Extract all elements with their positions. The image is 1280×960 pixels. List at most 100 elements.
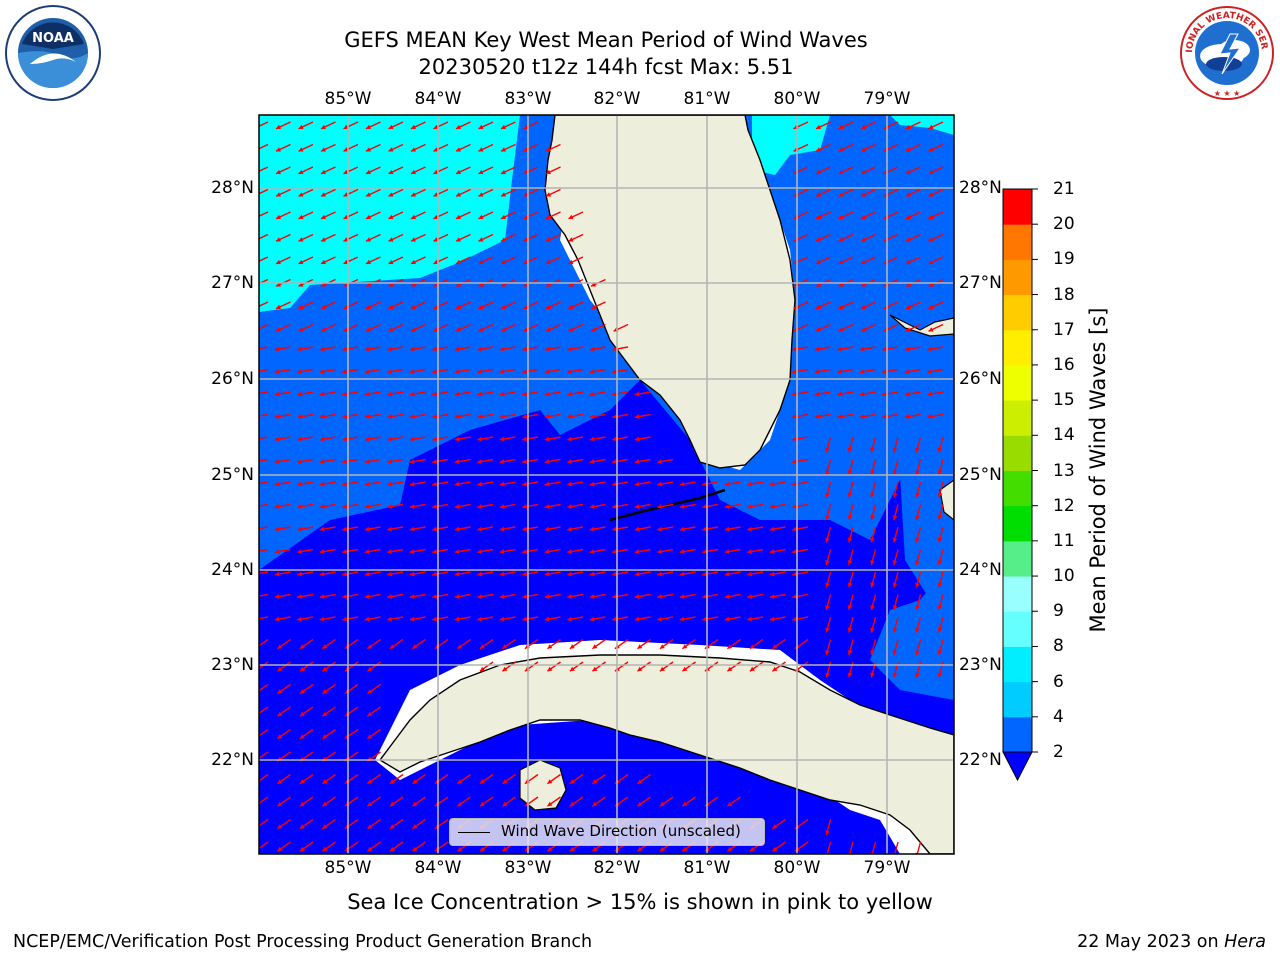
colorbar-under-arrow xyxy=(1002,751,1033,782)
wave-arrow-head xyxy=(365,214,371,220)
wave-arrow-head xyxy=(937,672,943,678)
wave-arrow-head xyxy=(825,537,830,543)
wave-arrow-head xyxy=(847,582,853,588)
wave-arrow-head xyxy=(410,327,416,332)
wave-arrow-head xyxy=(298,214,304,220)
wave-arrow-head xyxy=(792,436,797,442)
wave-arrow-head xyxy=(905,192,911,197)
lon-label-top: 79°W xyxy=(863,89,911,109)
wave-arrow-head xyxy=(342,346,347,352)
lat-label-right: 25°N xyxy=(959,465,1002,485)
wave-arrow-head xyxy=(389,846,395,852)
wave-arrow-head xyxy=(319,369,325,374)
map-frame xyxy=(258,114,955,855)
wave-arrow-head xyxy=(847,470,853,475)
wave-arrow-head xyxy=(499,481,505,487)
wave-arrow-head xyxy=(499,571,505,577)
wave-arrow-head xyxy=(479,644,485,649)
wave-arrow-head xyxy=(589,414,595,419)
wave-arrow-head xyxy=(387,549,392,554)
wave-arrow xyxy=(259,121,269,127)
wave-arrow-head xyxy=(253,215,258,219)
wave-arrow-head xyxy=(342,549,347,554)
wave-arrow-head xyxy=(478,304,484,310)
wave-arrow-head xyxy=(432,391,437,397)
wave-arrow-head xyxy=(915,650,920,655)
wave-arrow-head xyxy=(253,170,258,174)
wave-arrow-head xyxy=(792,459,797,464)
wave-arrow-head xyxy=(499,616,505,622)
wave-arrow-head xyxy=(637,801,643,807)
wave-arrow-head xyxy=(702,571,707,577)
wave-arrow-head xyxy=(860,282,866,287)
wave-arrow-head xyxy=(545,282,551,287)
wave-arrow-head xyxy=(297,369,302,374)
wave-arrow-head xyxy=(915,605,920,610)
footer-date-text: 22 May 2023 on xyxy=(1077,932,1225,952)
wave-arrow-head xyxy=(589,504,595,509)
wave-arrow-head xyxy=(634,594,640,599)
noaa-logo-text: NOAA xyxy=(32,31,74,46)
wave-arrow-head xyxy=(410,147,416,152)
wave-arrow-head xyxy=(500,304,506,310)
wave-arrow-head xyxy=(502,801,508,807)
wave-arrow-head xyxy=(432,459,437,464)
wave-arrow-head xyxy=(320,282,326,287)
wave-arrow-head xyxy=(367,734,373,739)
wave-arrow-head xyxy=(544,414,550,419)
wave-arrow-head xyxy=(455,192,461,197)
wave-arrow-head xyxy=(612,391,617,397)
wave-arrow-head xyxy=(252,392,257,397)
wave-arrow-head xyxy=(409,346,415,352)
wave-arrow-head xyxy=(455,327,461,332)
wave-arrow-head xyxy=(568,304,574,310)
wave-arrow-head xyxy=(747,594,752,599)
wave-arrow-head xyxy=(545,192,551,197)
wave-arrow xyxy=(259,841,269,850)
colorbar-tick-label: 4 xyxy=(1053,706,1064,727)
wave-arrow-head xyxy=(502,779,508,784)
wave-arrow-head xyxy=(409,504,415,509)
wave-arrow-head xyxy=(769,594,775,599)
colorbar-tick-label: 13 xyxy=(1053,460,1075,481)
wave-arrow-head xyxy=(679,549,685,554)
wave-arrow-head xyxy=(870,672,875,678)
wave-arrow-head xyxy=(454,504,460,509)
wave-arrow-head xyxy=(592,644,598,649)
wave-arrow-head xyxy=(275,327,281,332)
wave-arrow-head xyxy=(298,237,304,242)
footer-date: 22 May 2023 on Hera xyxy=(1077,932,1266,952)
wave-arrow-head xyxy=(322,801,328,807)
wave-arrow-head xyxy=(388,282,394,287)
wave-arrow-head xyxy=(275,237,281,242)
wave-arrow-head xyxy=(320,327,326,332)
wave-arrow-head xyxy=(769,571,775,577)
wave-arrow-head xyxy=(634,549,640,554)
wave-arrow-head xyxy=(502,846,508,852)
wave-arrow-head xyxy=(747,616,752,622)
wave-arrow-head xyxy=(387,526,392,532)
wave-arrow-head xyxy=(499,526,505,532)
wave-arrow-head xyxy=(297,481,302,487)
wave-arrow-head xyxy=(825,447,830,453)
wave-arrow-head xyxy=(837,346,842,352)
wave-arrow-head xyxy=(905,237,911,242)
wave-arrow-head xyxy=(412,846,418,852)
wave-arrow-head xyxy=(432,504,437,509)
wave-arrow-head xyxy=(545,304,551,310)
ocean-field-cyan-ne2 xyxy=(890,115,954,135)
wave-arrow-head xyxy=(892,560,898,565)
wave-arrow-head xyxy=(367,846,373,852)
wave-arrow-head xyxy=(454,391,460,397)
wave-arrow-head xyxy=(297,504,302,509)
wave-arrow-head xyxy=(792,571,797,577)
wave-arrow-head xyxy=(937,560,943,565)
wave-arrow-head xyxy=(387,369,392,374)
wave-arrow-head xyxy=(454,369,460,374)
colorbar-tick-label: 21 xyxy=(1053,179,1075,199)
colorbar-tick-label: 20 xyxy=(1053,214,1075,235)
wave-arrow-head xyxy=(859,414,865,419)
wave-arrow-head xyxy=(277,734,283,739)
wave-arrow-head xyxy=(892,672,898,678)
wave-arrow-head xyxy=(870,582,875,588)
